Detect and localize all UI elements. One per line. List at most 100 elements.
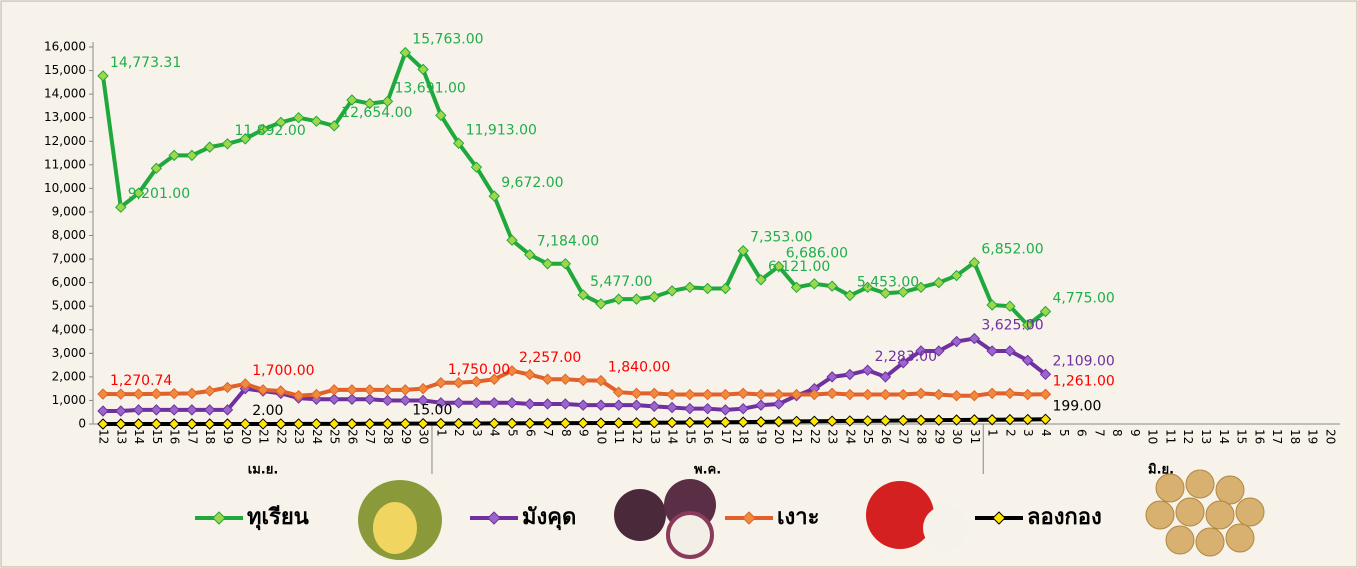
x-tick-label: 8: [1110, 429, 1124, 437]
data-label: 12,654.00: [341, 105, 412, 121]
x-tick-label: 9: [1128, 429, 1142, 437]
x-tick-label: 27: [897, 429, 911, 444]
y-tick-label: 15,000: [44, 63, 86, 77]
x-tick-label: 13: [648, 429, 662, 444]
longkong-icon: [1226, 524, 1254, 552]
legend-label: ทุเรียน: [247, 505, 309, 531]
y-tick-label: 6,000: [52, 275, 86, 289]
longkong-icon: [1206, 501, 1234, 529]
y-tick-label: 2,000: [52, 369, 86, 383]
data-label: 5,453.00: [857, 275, 919, 291]
x-tick-label: 1: [986, 429, 1000, 437]
x-tick-label: 21: [790, 429, 804, 444]
x-tick-label: 19: [1306, 429, 1320, 444]
x-tick-label: 26: [879, 429, 893, 444]
x-tick-label: 29: [932, 429, 946, 444]
y-tick-label: 4,000: [52, 322, 86, 336]
legend-label: ลองกอง: [1027, 505, 1102, 530]
x-tick-label: 14: [1217, 429, 1231, 444]
y-tick-label: 1,000: [52, 393, 86, 407]
x-tick-label: 18: [1288, 429, 1302, 444]
data-label: 3,625.00: [981, 318, 1043, 334]
y-tick-label: 7,000: [52, 252, 86, 266]
x-tick-label: 15: [150, 429, 164, 444]
x-tick-label: 19: [221, 429, 235, 444]
chart: 01,0002,0003,0004,0005,0006,0007,0008,00…: [0, 0, 1358, 568]
x-tick-label: 22: [808, 429, 822, 444]
data-label: 5,477.00: [590, 274, 652, 290]
x-tick-label: 16: [701, 429, 715, 444]
x-tick-label: 25: [861, 429, 875, 444]
x-tick-label: 14: [132, 429, 146, 444]
x-tick-label: 4: [1039, 429, 1053, 437]
month-label: เม.ย.: [248, 463, 279, 478]
x-tick-label: 25: [328, 429, 342, 444]
x-tick-label: 10: [1146, 429, 1160, 444]
x-tick-label: 16: [168, 429, 182, 444]
y-tick-label: 13,000: [44, 110, 86, 124]
legend-label: เงาะ: [777, 505, 819, 530]
longkong-icon: [1196, 528, 1224, 556]
x-tick-label: 6: [523, 429, 537, 437]
x-tick-label: 18: [737, 429, 751, 444]
month-label: พ.ค.: [694, 463, 721, 478]
x-tick-label: 3: [1021, 429, 1035, 437]
data-label: 9,201.00: [128, 186, 190, 202]
x-tick-label: 5: [506, 429, 520, 437]
x-tick-label: 2: [452, 429, 466, 437]
x-tick-label: 6: [1075, 429, 1089, 437]
x-tick-label: 24: [310, 429, 324, 444]
y-tick-label: 16,000: [44, 40, 86, 54]
x-tick-label: 11: [1163, 429, 1177, 444]
x-tick-label: 16: [1252, 429, 1266, 444]
longkong-icon: [1236, 498, 1264, 526]
durian-icon: [373, 502, 417, 554]
y-tick-label: 9,000: [52, 204, 86, 218]
x-tick-label: 22: [274, 429, 288, 444]
x-tick-label: 26: [345, 429, 359, 444]
longkong-icon: [1166, 526, 1194, 554]
x-tick-label: 27: [363, 429, 377, 444]
x-tick-label: 7: [1092, 429, 1106, 437]
x-tick-label: 14: [666, 429, 680, 444]
longkong-icon: [1156, 474, 1184, 502]
x-tick-label: 13: [1199, 429, 1213, 444]
x-tick-label: 4: [488, 429, 502, 437]
x-tick-label: 13: [114, 429, 128, 444]
x-tick-label: 17: [1270, 429, 1284, 444]
data-label: 6,852.00: [981, 242, 1043, 258]
x-tick-label: 5: [1057, 429, 1071, 437]
data-label: 2,109.00: [1052, 353, 1114, 369]
x-tick-label: 12: [630, 429, 644, 444]
mangosteen-icon: [668, 513, 712, 557]
longkong-icon: [1176, 498, 1204, 526]
longkong-icon: [1216, 476, 1244, 504]
data-label: 6,686.00: [786, 245, 848, 261]
y-tick-label: 12,000: [44, 134, 86, 148]
y-tick-label: 10,000: [44, 181, 86, 195]
x-tick-label: 24: [843, 429, 857, 444]
month-label: มิ.ย.: [1148, 463, 1174, 478]
data-label: 1,700.00: [252, 363, 314, 379]
x-tick-label: 12: [1181, 429, 1195, 444]
x-tick-label: 20: [239, 429, 253, 444]
x-tick-label: 19: [754, 429, 768, 444]
rambutan-icon: [923, 506, 967, 550]
x-tick-label: 30: [950, 429, 964, 444]
data-label: 1,840.00: [608, 360, 670, 376]
x-tick-label: 21: [257, 429, 271, 444]
data-label: 1,261.00: [1052, 373, 1114, 389]
data-label: 4,775.00: [1052, 290, 1114, 306]
x-tick-label: 11: [612, 429, 626, 444]
x-tick-label: 30: [417, 429, 431, 444]
x-tick-label: 28: [915, 429, 929, 444]
x-tick-label: 8: [559, 429, 573, 437]
data-label: 2.00: [252, 403, 283, 419]
data-label: 199.00: [1052, 398, 1101, 414]
data-label: 7,353.00: [750, 230, 812, 246]
y-tick-label: 5,000: [52, 299, 86, 313]
data-label: 14,773.31: [110, 55, 181, 71]
x-tick-label: 17: [185, 429, 199, 444]
x-tick-label: 20: [1324, 429, 1338, 444]
data-label: 1,750.00: [448, 362, 510, 378]
